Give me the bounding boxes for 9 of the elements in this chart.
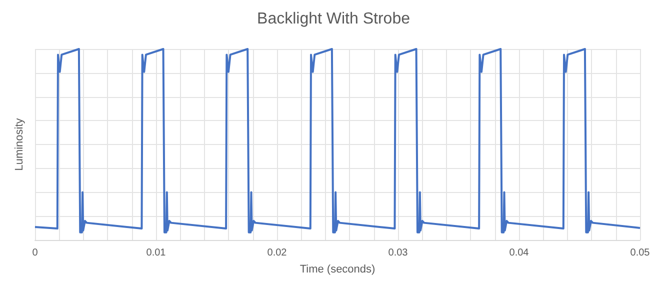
x-tick-label: 0.04 [509,248,530,258]
x-axis-title: Time (seconds) [300,264,376,276]
x-tick-label: 0.02 [267,248,288,258]
x-tick-label: 0.01 [146,248,166,258]
chart-title: Backlight With Strobe [257,10,410,28]
x-tick-label: 0.03 [388,248,408,258]
x-tick-label: 0 [32,248,38,258]
x-tick-label: 0.05 [630,248,650,258]
y-axis-title: Luminosity [14,118,26,171]
